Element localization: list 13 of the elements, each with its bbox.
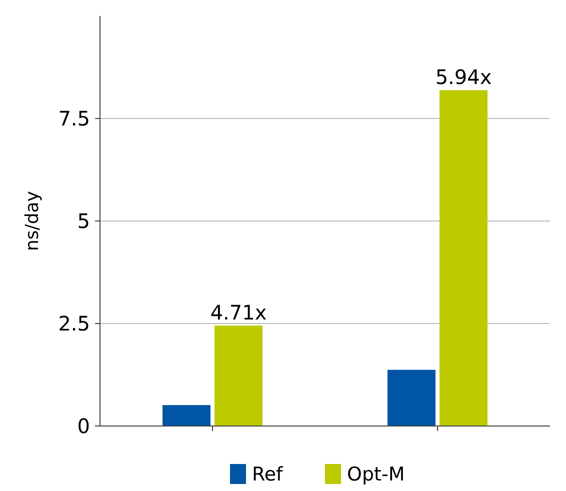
y-axis-title: ns/day [22,190,43,251]
legend-label: Opt-M [347,464,405,486]
bar [214,326,262,426]
annotation: 4.71x [210,300,267,325]
y-tick-label: 0 [77,414,90,438]
legend-label: Ref [252,464,284,486]
bar [162,405,210,426]
y-tick-label: 7.5 [58,106,90,130]
y-tick-label: 2.5 [58,312,90,336]
annotation: 5.94x [435,65,492,90]
y-tick-label: 5 [77,209,90,233]
bar [388,370,436,426]
bar [440,90,488,426]
